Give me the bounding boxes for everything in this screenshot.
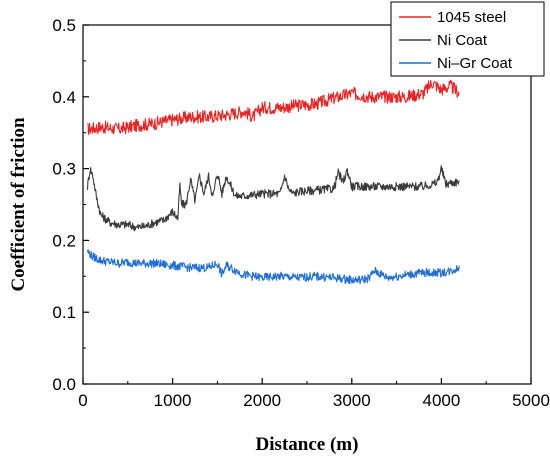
y-tick-label: 0.0	[52, 375, 76, 394]
x-axis-title: Distance (m)	[256, 434, 359, 455]
y-tick-label: 0.1	[52, 303, 76, 322]
x-tick-label: 5000	[512, 391, 550, 410]
legend-label: 1045 steel	[437, 9, 506, 26]
x-tick-label: 0	[78, 391, 87, 410]
plot-frame	[82, 24, 532, 385]
y-tick-label: 0.3	[52, 160, 76, 179]
series-layer	[86, 79, 460, 285]
legend: 1045 steel Ni Coat Ni–Gr Coat	[390, 1, 545, 77]
legend-label: Ni–Gr Coat	[437, 55, 513, 72]
y-tick-label: 0.5	[52, 16, 76, 35]
x-tick-label: 1000	[154, 391, 192, 410]
series-line-2	[86, 249, 460, 285]
legend-label: Ni Coat	[437, 32, 488, 49]
y-axis-title: Coefficient of friction	[8, 117, 29, 292]
legend-box	[390, 1, 545, 77]
ticks-layer: 0 1000 2000 3000 4000 5000 0.0 0.1 0.2 0.3 0.4 0.5	[52, 16, 550, 410]
y-tick-label: 0.2	[52, 231, 76, 250]
x-tick-label: 2000	[243, 391, 281, 410]
plot-area	[82, 24, 532, 385]
series-line-1	[86, 165, 460, 232]
y-tick-label: 0.4	[52, 88, 76, 107]
x-tick-label: 3000	[333, 391, 371, 410]
x-tick-label: 4000	[422, 391, 460, 410]
series-line-0	[87, 79, 460, 136]
